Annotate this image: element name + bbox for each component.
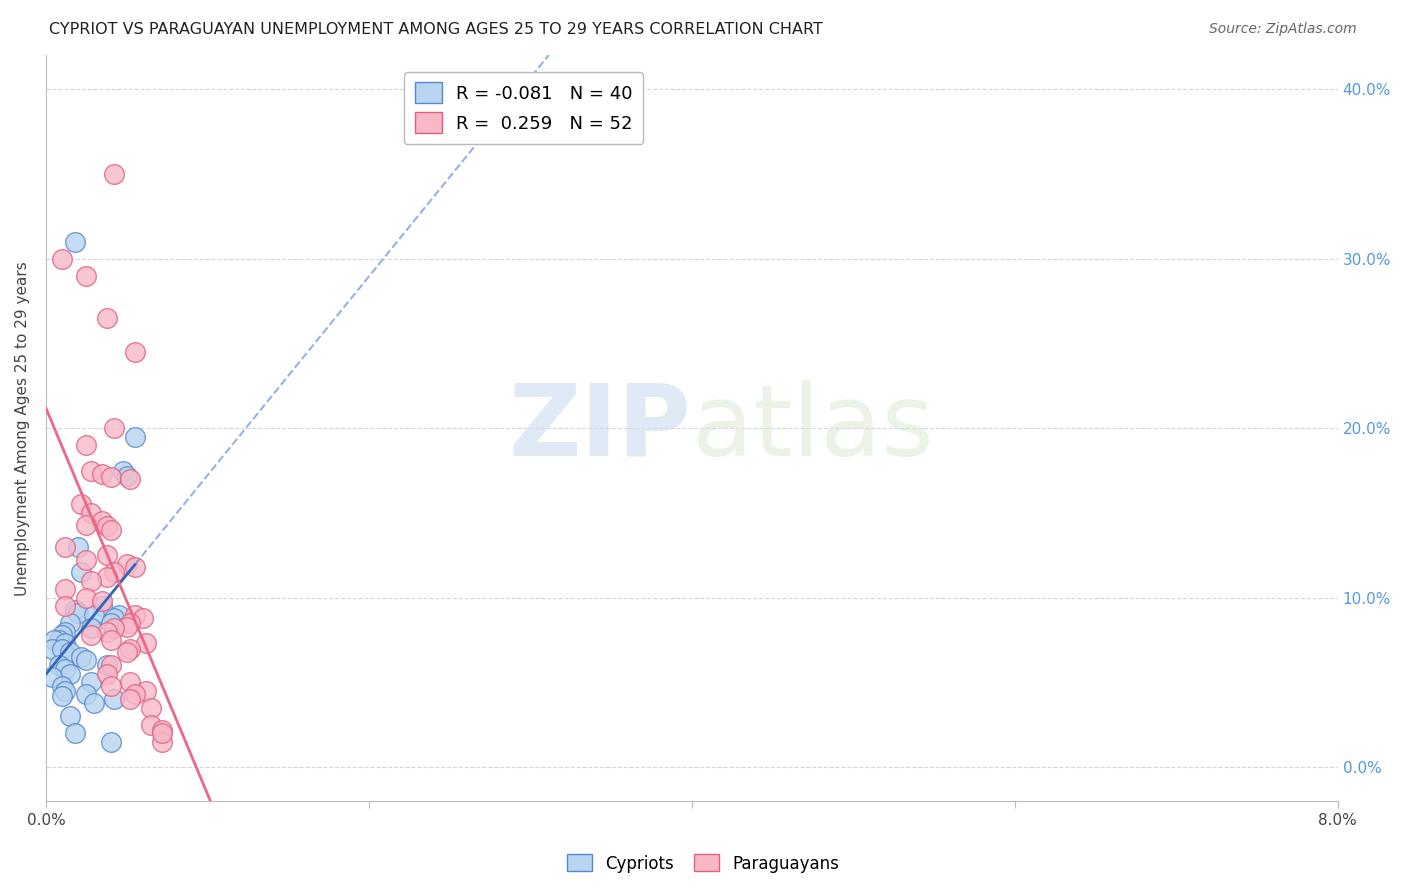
Point: [51, 252, 73, 266]
Text: Source: ZipAtlas.com: Source: ZipAtlas.com: [1209, 22, 1357, 37]
Point: [135, 636, 157, 650]
Point: [63, 726, 86, 740]
Point: [91, 515, 114, 529]
Point: [150, 726, 173, 740]
Point: [100, 679, 122, 693]
Point: [48, 633, 70, 648]
Point: [75, 687, 97, 701]
Point: [103, 167, 125, 181]
Point: [42, 633, 65, 648]
Point: [75, 653, 97, 667]
Point: [83, 696, 105, 710]
Point: [115, 619, 138, 633]
Point: [103, 692, 125, 706]
Point: [118, 616, 141, 631]
Point: [96, 570, 118, 584]
Point: [96, 549, 118, 563]
Point: [41, 670, 63, 684]
Point: [51, 641, 73, 656]
Point: [41, 641, 63, 656]
Point: [59, 616, 82, 631]
Point: [115, 468, 138, 483]
Point: [75, 268, 97, 283]
Point: [124, 560, 146, 574]
Point: [96, 624, 118, 639]
Point: [96, 658, 118, 673]
Point: [53, 599, 76, 614]
Point: [80, 675, 103, 690]
Point: [53, 636, 76, 650]
Point: [80, 574, 103, 588]
Point: [70, 650, 93, 665]
Point: [80, 621, 103, 635]
Point: [80, 506, 103, 520]
Point: [91, 594, 114, 608]
Point: [100, 523, 122, 537]
Point: [48, 658, 70, 673]
Point: [51, 679, 73, 693]
Point: [91, 467, 114, 481]
Point: [75, 553, 97, 567]
Point: [150, 723, 173, 737]
Point: [100, 616, 122, 631]
Point: [63, 235, 86, 249]
Point: [70, 566, 93, 580]
Point: [53, 540, 76, 554]
Point: [80, 463, 103, 477]
Point: [67, 540, 90, 554]
Point: [53, 662, 76, 676]
Point: [139, 718, 162, 732]
Point: [103, 611, 125, 625]
Y-axis label: Unemployment Among Ages 25 to 29 years: Unemployment Among Ages 25 to 29 years: [15, 260, 30, 596]
Point: [118, 692, 141, 706]
Point: [118, 472, 141, 486]
Point: [75, 591, 97, 605]
Point: [63, 602, 86, 616]
Point: [83, 607, 105, 622]
Point: [70, 498, 93, 512]
Point: [124, 344, 146, 359]
Point: [96, 667, 118, 681]
Point: [75, 438, 97, 452]
Point: [118, 675, 141, 690]
Point: [96, 310, 118, 325]
Point: [124, 687, 146, 701]
Point: [103, 621, 125, 635]
Point: [59, 645, 82, 659]
Point: [67, 606, 90, 620]
Point: [51, 628, 73, 642]
Point: [124, 429, 146, 443]
Point: [100, 735, 122, 749]
Point: [53, 624, 76, 639]
Point: [132, 611, 155, 625]
Point: [91, 599, 114, 614]
Point: [124, 607, 146, 622]
Point: [115, 645, 138, 659]
Point: [150, 735, 173, 749]
Point: [103, 566, 125, 580]
Text: ZIP: ZIP: [509, 380, 692, 476]
Text: atlas: atlas: [692, 380, 934, 476]
Point: [59, 667, 82, 681]
Point: [100, 633, 122, 648]
Point: [135, 684, 157, 698]
Legend: R = -0.081   N = 40, R =  0.259   N = 52: R = -0.081 N = 40, R = 0.259 N = 52: [404, 71, 644, 144]
Point: [100, 658, 122, 673]
Legend: Cypriots, Paraguayans: Cypriots, Paraguayans: [560, 847, 846, 880]
Point: [118, 641, 141, 656]
Point: [115, 557, 138, 571]
Point: [80, 628, 103, 642]
Point: [96, 519, 118, 533]
Point: [53, 684, 76, 698]
Point: [100, 470, 122, 484]
Point: [75, 517, 97, 532]
Point: [107, 607, 129, 622]
Text: CYPRIOT VS PARAGUAYAN UNEMPLOYMENT AMONG AGES 25 TO 29 YEARS CORRELATION CHART: CYPRIOT VS PARAGUAYAN UNEMPLOYMENT AMONG…: [49, 22, 823, 37]
Point: [59, 709, 82, 723]
Point: [139, 701, 162, 715]
Point: [103, 421, 125, 435]
Point: [112, 463, 135, 477]
Point: [53, 582, 76, 597]
Point: [51, 689, 73, 703]
